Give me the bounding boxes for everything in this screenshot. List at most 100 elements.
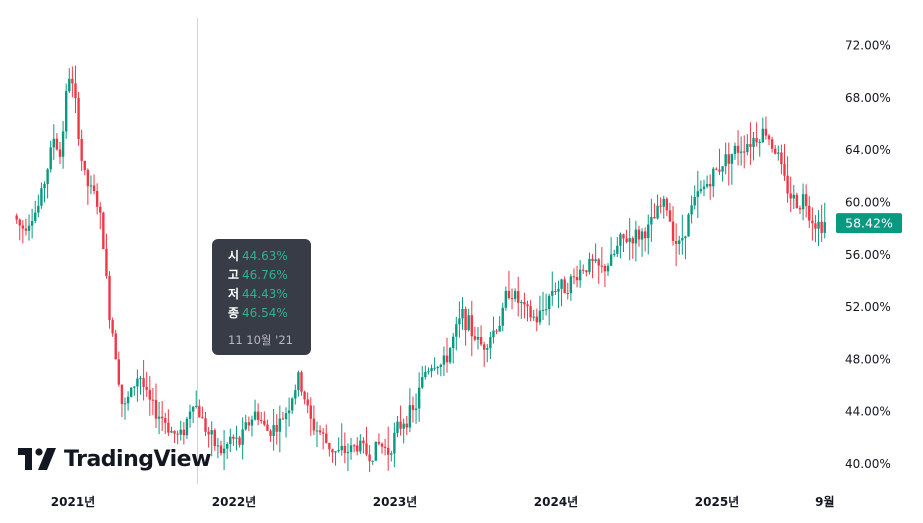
candle-body bbox=[606, 265, 610, 272]
candle-body bbox=[430, 368, 433, 372]
candle-body bbox=[37, 205, 40, 213]
candle-body bbox=[256, 411, 260, 420]
candle-body bbox=[544, 309, 548, 311]
candle-body bbox=[479, 336, 483, 345]
y-tick-label: 60.00% bbox=[845, 195, 891, 209]
candle-body bbox=[625, 238, 628, 242]
candle-body bbox=[68, 78, 71, 92]
candle-body bbox=[733, 145, 737, 155]
candle-body bbox=[402, 423, 405, 429]
candle-body bbox=[417, 387, 421, 409]
candle-body bbox=[238, 437, 241, 445]
candle-body bbox=[671, 221, 675, 241]
candle-body bbox=[207, 431, 210, 435]
candle-body bbox=[578, 269, 582, 281]
candle-body bbox=[504, 290, 508, 308]
tooltip-low-row: 저 44.43% bbox=[228, 285, 288, 303]
candle-body bbox=[715, 168, 718, 170]
candle-body bbox=[532, 316, 535, 318]
candle-body bbox=[80, 139, 83, 161]
candle-body bbox=[182, 429, 186, 436]
tradingview-logo[interactable]: TradingView bbox=[18, 444, 211, 474]
candle-body bbox=[151, 399, 155, 401]
candle-body bbox=[538, 310, 542, 323]
candle-body bbox=[591, 258, 594, 262]
candle-body bbox=[554, 290, 557, 292]
candle-body bbox=[755, 138, 758, 143]
candle-body bbox=[188, 411, 192, 419]
candle-body bbox=[117, 359, 121, 385]
candle-body bbox=[105, 249, 108, 277]
tooltip-close-row: 종 46.54% bbox=[228, 304, 288, 322]
candle-body bbox=[340, 445, 343, 451]
candle-body bbox=[774, 148, 777, 154]
candle-body bbox=[551, 290, 554, 296]
candle-body bbox=[21, 225, 25, 229]
candle-body bbox=[225, 443, 229, 449]
candle-body bbox=[699, 189, 703, 192]
candle-body bbox=[58, 149, 62, 157]
y-tick-label: 56.00% bbox=[845, 248, 891, 262]
candle-body bbox=[272, 425, 275, 437]
candle-body bbox=[133, 386, 136, 388]
candle-body bbox=[247, 422, 251, 426]
candle-body bbox=[792, 194, 795, 199]
candle-body bbox=[445, 355, 449, 363]
candle-body bbox=[653, 217, 656, 219]
candle-body bbox=[668, 210, 672, 222]
candle-body bbox=[83, 160, 86, 170]
candle-body bbox=[777, 152, 780, 154]
candle-body bbox=[458, 318, 461, 325]
candle-body bbox=[650, 217, 653, 225]
candle-body bbox=[160, 416, 164, 419]
y-tick-label: 52.00% bbox=[845, 300, 891, 314]
candle-body bbox=[145, 386, 148, 390]
candle-body bbox=[405, 423, 408, 428]
candle-body bbox=[448, 348, 452, 363]
candle-body bbox=[808, 205, 811, 221]
candle-body bbox=[678, 240, 681, 244]
candle-body bbox=[337, 450, 340, 452]
candle-body bbox=[665, 198, 669, 211]
candle-body bbox=[823, 222, 826, 233]
candle-body bbox=[575, 276, 579, 281]
candle-body bbox=[770, 139, 774, 149]
candle-body bbox=[86, 169, 90, 187]
candle-body bbox=[263, 420, 266, 425]
candle-body bbox=[603, 265, 607, 272]
candle-body bbox=[374, 441, 378, 461]
candle-body bbox=[628, 238, 631, 242]
candle-body bbox=[764, 128, 768, 136]
x-tick-label: 2024년 bbox=[534, 495, 578, 509]
candle-body bbox=[92, 185, 96, 192]
candle-body bbox=[371, 460, 374, 462]
candle-body bbox=[498, 325, 501, 332]
candle-body bbox=[718, 169, 721, 172]
tooltip-high-key: 고 bbox=[228, 268, 240, 282]
tooltip-date: 11 10월 '21 bbox=[228, 333, 293, 347]
candle-body bbox=[674, 240, 678, 244]
candle-body bbox=[229, 436, 232, 444]
candle-body bbox=[300, 372, 303, 392]
candle-body bbox=[368, 454, 371, 462]
candle-body bbox=[752, 138, 755, 147]
candle-body bbox=[523, 301, 526, 305]
tooltip-high-row: 고 46.76% bbox=[228, 266, 288, 284]
candle-body bbox=[43, 184, 46, 189]
candle-body bbox=[730, 154, 734, 164]
candle-body bbox=[780, 152, 783, 165]
candle-body bbox=[566, 292, 569, 294]
tooltip-open-value: 44.63% bbox=[242, 249, 288, 263]
x-tick-label: 2021년 bbox=[51, 495, 95, 509]
x-tick-label: 2025년 bbox=[695, 495, 739, 509]
candle-body bbox=[179, 429, 182, 435]
candle-body bbox=[489, 337, 492, 349]
candle-body bbox=[495, 330, 498, 332]
candle-body bbox=[582, 269, 585, 271]
candle-body bbox=[486, 348, 489, 350]
candle-body bbox=[659, 205, 662, 207]
candle-body bbox=[736, 145, 740, 153]
candle-body bbox=[216, 445, 220, 447]
